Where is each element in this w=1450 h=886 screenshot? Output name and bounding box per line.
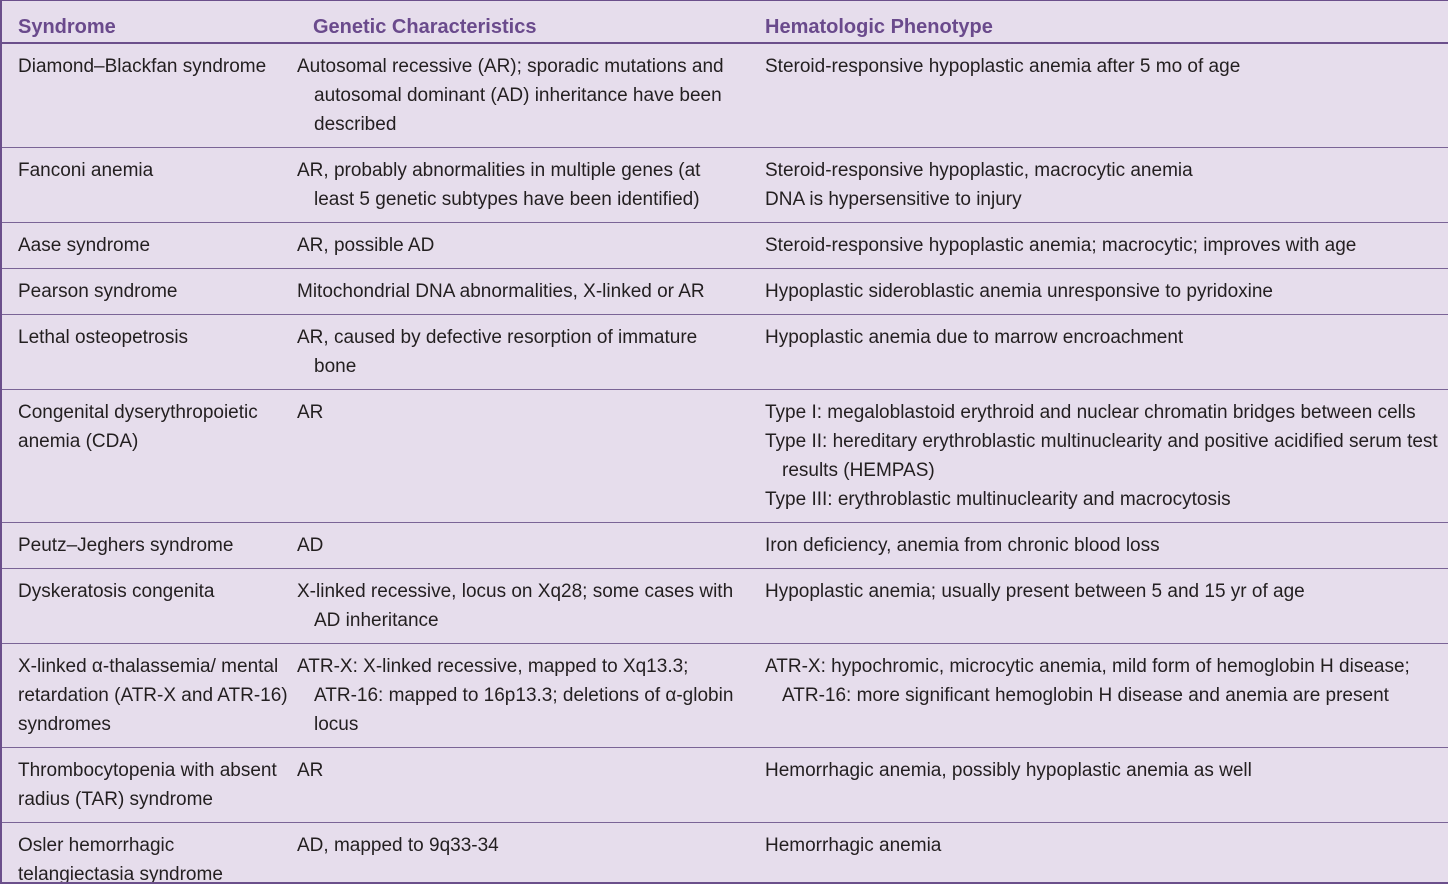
- phenotype-line: DNA is hypersensitive to injury: [765, 189, 1022, 210]
- phenotype-line: Hypoplastic anemia; usually present betw…: [765, 581, 1305, 602]
- hematologic-phenotype-cell: Hemorrhagic anemia, possibly hypoplastic…: [743, 747, 1448, 823]
- syndrome-cell: Lethal osteopetrosis: [2, 314, 297, 390]
- genetic-characteristics-cell: Autosomal recessive (AR); sporadic mutat…: [297, 43, 743, 148]
- genetic-characteristics-cell: AR: [297, 389, 743, 523]
- hematologic-phenotype-cell: Hypoplastic sideroblastic anemia unrespo…: [743, 268, 1448, 315]
- syndrome-cell: Fanconi anemia: [2, 147, 297, 223]
- header-row: Syndrome Genetic Characteristics Hematol…: [2, 1, 1448, 44]
- table-body: Diamond–Blackfan syndrome Autosomal reces…: [2, 43, 1448, 884]
- table-row: Pearson syndrome Mitochondrial DNA abnorm…: [2, 268, 1448, 315]
- syndrome-cell: Pearson syndrome: [2, 268, 297, 315]
- genetic-characteristics-cell: Mitochondrial DNA abnormalities, X-linke…: [297, 268, 743, 315]
- syndrome-cell: Aase syndrome: [2, 222, 297, 269]
- hematologic-phenotype-cell: ATR-X: hypochromic, microcytic anemia, m…: [743, 643, 1448, 748]
- table-row: Lethal osteopetrosis AR, caused by defect…: [2, 314, 1448, 390]
- syndrome-cell: Dyskeratosis congenita: [2, 568, 297, 644]
- table-row: Diamond–Blackfan syndrome Autosomal reces…: [2, 43, 1448, 148]
- syndrome-cell: X-linked α-thalassemia/ mental retardati…: [2, 643, 297, 748]
- hematologic-phenotype-cell: Hemorrhagic anemia: [743, 823, 1448, 883]
- hematologic-phenotype-cell: Iron deficiency, anemia from chronic blo…: [743, 522, 1448, 569]
- phenotype-line: Hypoplastic anemia due to marrow encroac…: [765, 327, 1184, 348]
- table-row: Aase syndrome AR, possible AD Steroid-resp…: [2, 222, 1448, 269]
- syndrome-cell: Thrombocytopenia with absent radius (TAR…: [2, 747, 297, 823]
- phenotype-line: Type III: erythroblastic multinuclearity…: [765, 489, 1231, 510]
- phenotype-line: Hemorrhagic anemia: [765, 835, 942, 856]
- hematologic-phenotype-cell: Steroid-responsive hypoplastic anemia; m…: [743, 222, 1448, 269]
- header-hematologic-phenotype: Hematologic Phenotype: [743, 1, 1448, 44]
- phenotype-line: Iron deficiency, anemia from chronic blo…: [765, 535, 1160, 556]
- table-row: X-linked α-thalassemia/ mental retardati…: [2, 643, 1448, 748]
- table-row: Thrombocytopenia with absent radius (TAR…: [2, 747, 1448, 823]
- syndrome-cell: Osler hemorrhagic telangiectasia syndrom…: [18, 835, 223, 884]
- hematologic-phenotype-cell: Steroid-responsive hypoplastic anemia af…: [743, 43, 1448, 148]
- genetic-characteristics-cell: AR, caused by defective resorption of im…: [297, 314, 743, 390]
- phenotype-line: Steroid-responsive hypoplastic anemia af…: [765, 56, 1241, 77]
- table-header: Syndrome Genetic Characteristics Hematol…: [2, 1, 1448, 44]
- table-row: Osler hemorrhagic telangiectasia syndrom…: [2, 823, 1448, 884]
- genetic-characteristics-cell: AR, possible AD: [297, 222, 743, 269]
- phenotype-line: Hypoplastic sideroblastic anemia unrespo…: [765, 281, 1273, 302]
- hematologic-phenotype-cell: Hypoplastic anemia due to marrow encroac…: [743, 314, 1448, 390]
- phenotype-line: Type II: hereditary erythroblastic multi…: [765, 431, 1438, 481]
- table-row: Dyskeratosis congenita X-linked recessive…: [2, 568, 1448, 644]
- hematologic-phenotype-cell: Type I: megaloblastoid erythroid and nuc…: [743, 389, 1448, 523]
- header-syndrome: Syndrome: [2, 1, 297, 44]
- syndrome-cell: Congenital dyserythropoietic anemia (CDA…: [2, 389, 297, 523]
- table-row: Fanconi anemia AR, probably abnormalities…: [2, 147, 1448, 223]
- genetic-characteristics-cell: AD, mapped to 9q33-34: [297, 835, 499, 856]
- hematologic-phenotype-cell: Hypoplastic anemia; usually present betw…: [743, 568, 1448, 644]
- genetic-characteristics-cell: ATR-X: X-linked recessive, mapped to Xq1…: [297, 643, 743, 748]
- phenotype-line: Hemorrhagic anemia, possibly hypoplastic…: [765, 760, 1252, 781]
- hematologic-phenotype-cell: Steroid-responsive hypoplastic, macrocyt…: [743, 147, 1448, 223]
- phenotype-line: ATR-X: hypochromic, microcytic anemia, m…: [765, 656, 1410, 706]
- genetic-characteristics-cell: AR, probably abnormalities in multiple g…: [297, 147, 743, 223]
- genetic-characteristics-cell: AD: [297, 522, 743, 569]
- syndrome-cell: Diamond–Blackfan syndrome: [2, 43, 297, 148]
- phenotype-line: Type I: megaloblastoid erythroid and nuc…: [765, 402, 1416, 423]
- genetic-characteristics-cell: X-linked recessive, locus on Xq28; some …: [297, 568, 743, 644]
- header-genetic-characteristics: Genetic Characteristics: [297, 1, 743, 44]
- table-row: Congenital dyserythropoietic anemia (CDA…: [2, 389, 1448, 523]
- syndrome-cell: Peutz–Jeghers syndrome: [2, 522, 297, 569]
- phenotype-line: Steroid-responsive hypoplastic anemia; m…: [765, 235, 1357, 256]
- genetic-characteristics-cell: AR: [297, 747, 743, 823]
- phenotype-line: Steroid-responsive hypoplastic, macrocyt…: [765, 160, 1193, 181]
- table-row: Peutz–Jeghers syndrome AD Iron deficiency,…: [2, 522, 1448, 569]
